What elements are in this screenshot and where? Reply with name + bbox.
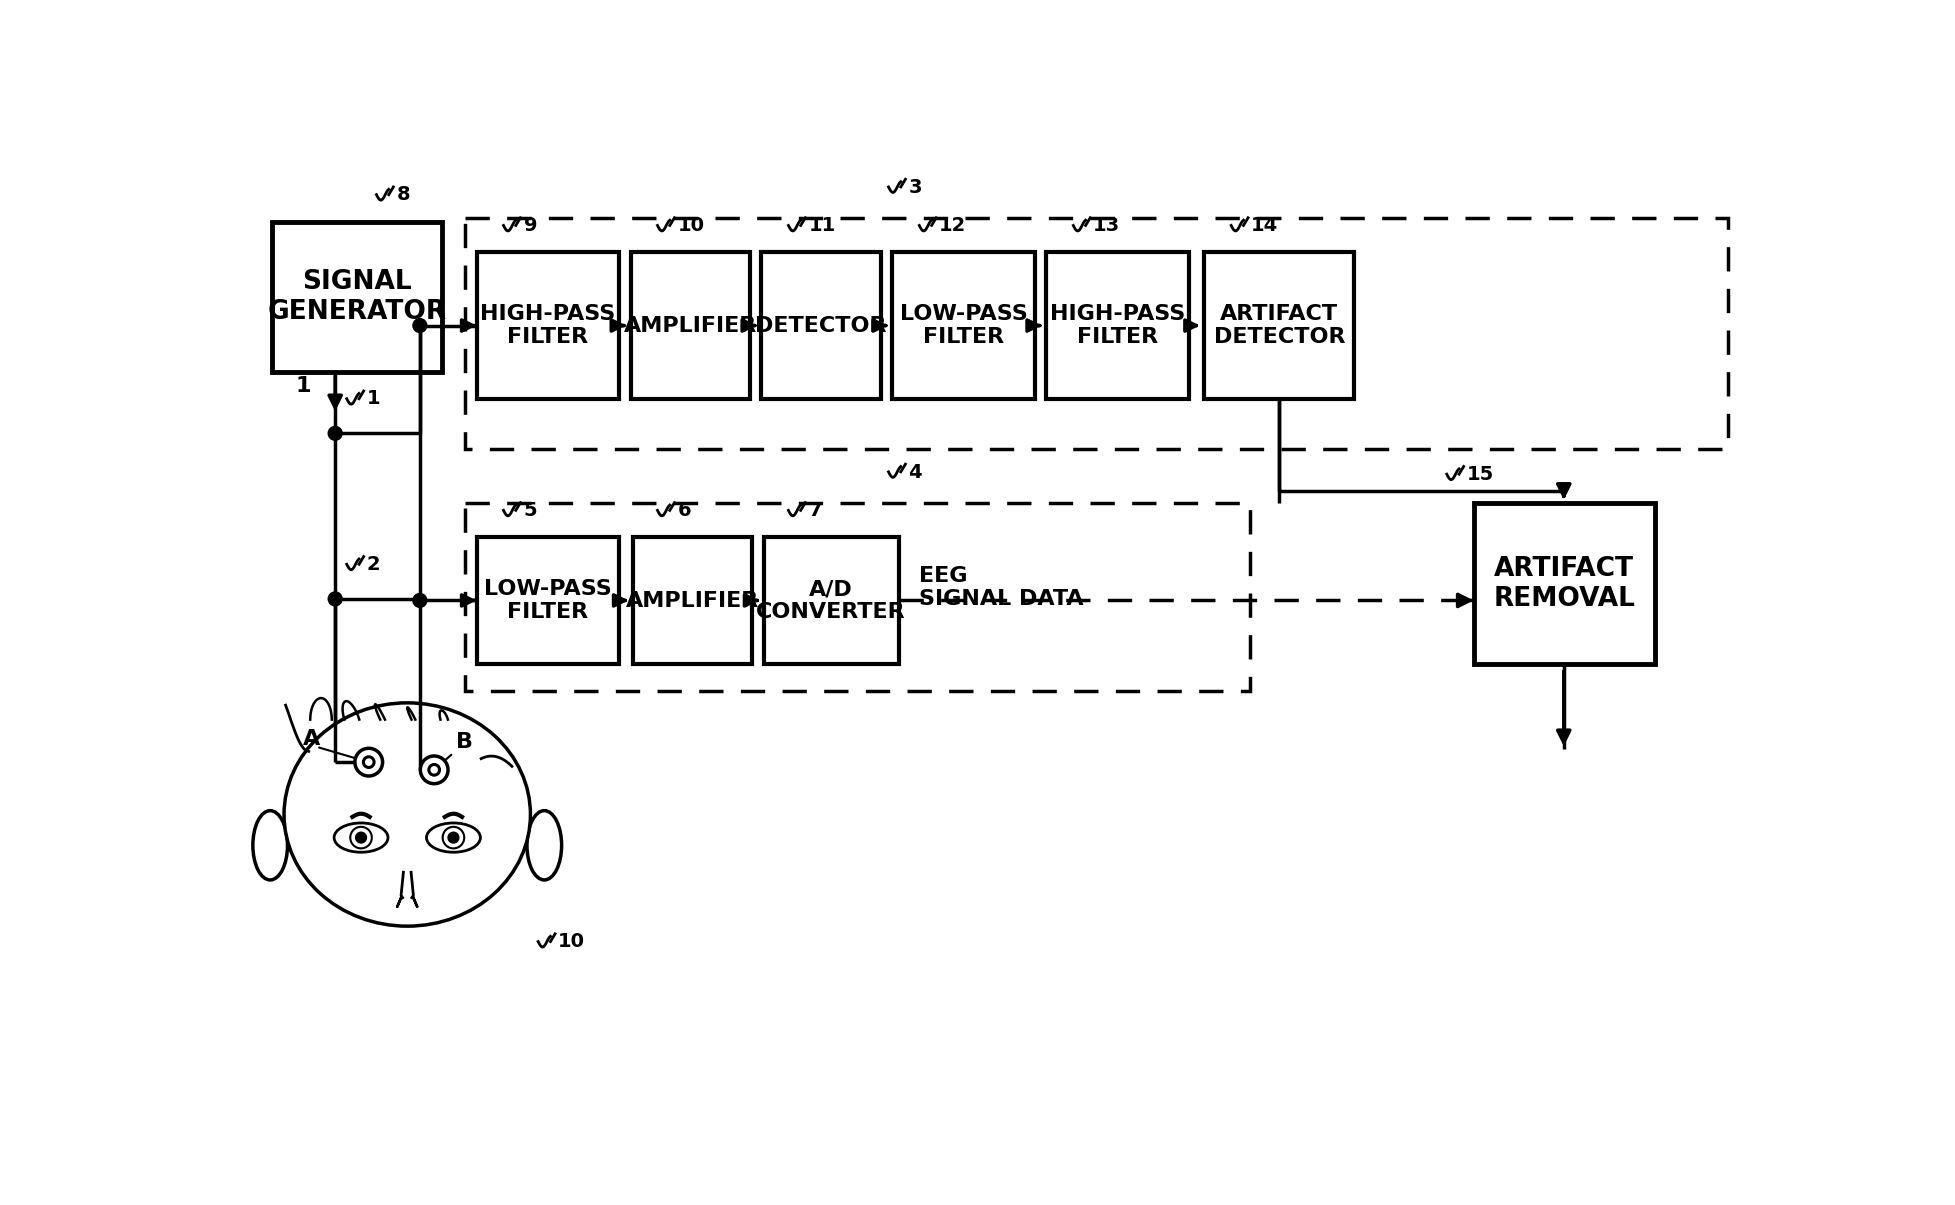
Text: 13: 13 xyxy=(1093,216,1120,235)
Circle shape xyxy=(430,766,438,772)
Ellipse shape xyxy=(283,703,530,927)
Text: AMPLIFIER: AMPLIFIER xyxy=(624,316,757,335)
Circle shape xyxy=(448,833,459,844)
Circle shape xyxy=(413,318,426,333)
Text: 9: 9 xyxy=(524,216,538,235)
Ellipse shape xyxy=(526,811,561,880)
Bar xyxy=(760,252,880,399)
Text: 10: 10 xyxy=(557,933,585,951)
Ellipse shape xyxy=(252,811,287,880)
Text: 1: 1 xyxy=(366,389,379,408)
Circle shape xyxy=(420,756,448,783)
Circle shape xyxy=(362,756,375,769)
Text: DETECTOR: DETECTOR xyxy=(755,316,886,335)
Text: 4: 4 xyxy=(907,463,921,482)
Text: AMPLIFIER: AMPLIFIER xyxy=(626,590,759,611)
Circle shape xyxy=(356,833,366,844)
Text: LOW-PASS
FILTER: LOW-PASS FILTER xyxy=(899,304,1026,347)
Ellipse shape xyxy=(334,823,387,852)
Bar xyxy=(891,252,1034,399)
Text: HIGH-PASS
FILTER: HIGH-PASS FILTER xyxy=(1050,304,1185,347)
Text: LOW-PASS
FILTER: LOW-PASS FILTER xyxy=(483,580,612,623)
Text: A: A xyxy=(303,729,321,750)
Text: SIGNAL
GENERATOR: SIGNAL GENERATOR xyxy=(268,269,446,324)
Circle shape xyxy=(428,764,440,776)
Bar xyxy=(465,218,1726,448)
Text: 8: 8 xyxy=(397,186,411,205)
Bar xyxy=(1472,502,1654,664)
Text: 1: 1 xyxy=(295,376,311,395)
Ellipse shape xyxy=(426,823,481,852)
Text: 5: 5 xyxy=(524,501,538,521)
Bar xyxy=(1046,252,1189,399)
Circle shape xyxy=(350,827,371,848)
Circle shape xyxy=(328,427,342,440)
Text: 7: 7 xyxy=(807,501,821,521)
Text: HIGH-PASS
FILTER: HIGH-PASS FILTER xyxy=(479,304,616,347)
Text: 10: 10 xyxy=(676,216,704,235)
Bar xyxy=(477,252,618,399)
Text: 14: 14 xyxy=(1251,216,1279,235)
Text: 11: 11 xyxy=(807,216,835,235)
Bar xyxy=(465,502,1249,692)
Circle shape xyxy=(442,827,463,848)
Text: EEG
SIGNAL DATA: EEG SIGNAL DATA xyxy=(919,566,1083,609)
Text: 2: 2 xyxy=(366,556,379,574)
Text: 3: 3 xyxy=(907,177,921,196)
Text: ARTIFACT
REMOVAL: ARTIFACT REMOVAL xyxy=(1492,556,1634,611)
Bar xyxy=(762,537,897,664)
Text: B: B xyxy=(456,733,473,752)
Text: 12: 12 xyxy=(938,216,966,235)
Bar xyxy=(1204,252,1353,399)
Bar xyxy=(630,252,749,399)
Text: 6: 6 xyxy=(676,501,690,521)
Bar xyxy=(272,222,442,372)
Text: A/D
CONVERTER: A/D CONVERTER xyxy=(757,580,905,623)
Bar xyxy=(633,537,753,664)
Circle shape xyxy=(413,594,426,607)
Text: ARTIFACT
DETECTOR: ARTIFACT DETECTOR xyxy=(1212,304,1345,347)
Bar xyxy=(477,537,618,664)
Circle shape xyxy=(328,592,342,606)
Circle shape xyxy=(366,759,371,765)
Circle shape xyxy=(354,748,383,776)
Text: 15: 15 xyxy=(1466,465,1494,484)
